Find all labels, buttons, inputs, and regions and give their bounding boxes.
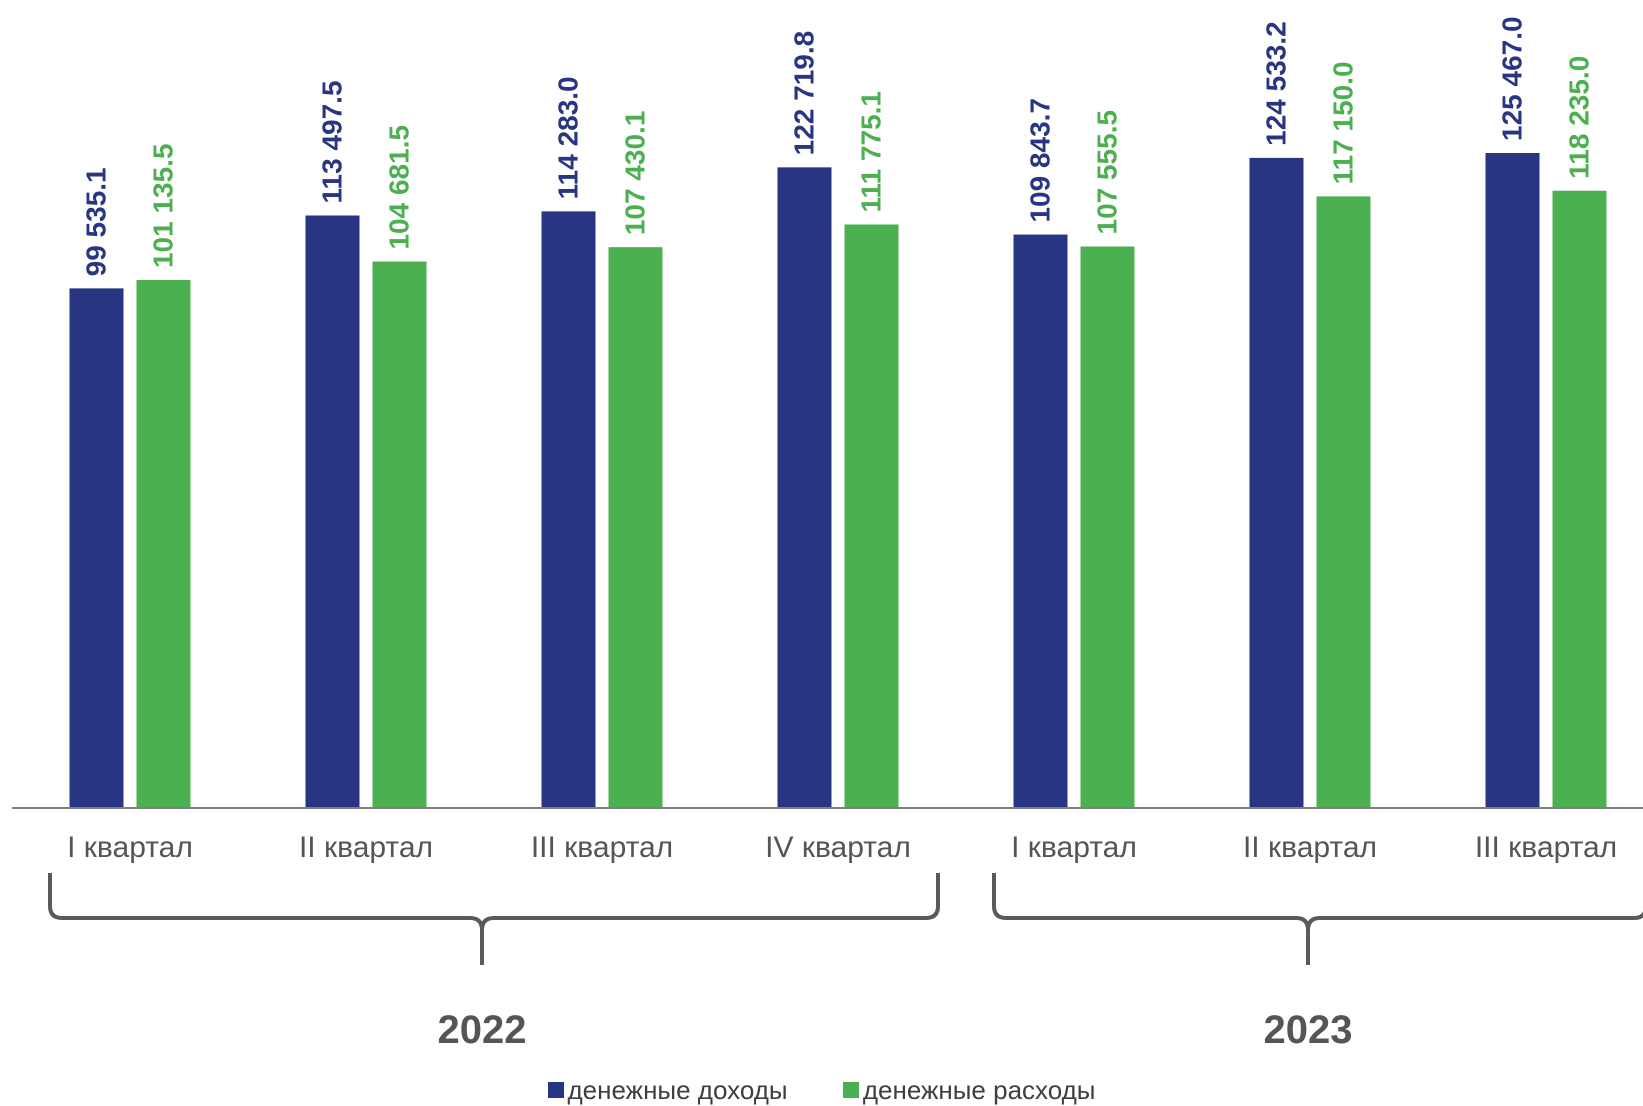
category-label-0: I квартал [67,831,193,864]
value-labels-layer: 99 535.1 101 135.5 113 497.5 104 681.5 114 2… [81,16,1595,276]
group-label-2023: 2023 [1264,1008,1353,1052]
value-label-income-1: 113 497.5 [317,80,348,203]
value-label-expenses-2: 107 430.1 [620,111,651,236]
category-label-5: II квартал [1243,831,1377,864]
category-label-2: III квартал [531,831,673,864]
value-label-expenses-6: 118 235.0 [1564,56,1595,179]
group-bracket-2023 [992,873,1643,965]
value-label-expenses-0: 101 135.5 [148,143,179,268]
value-label-income-4: 109 843.7 [1025,98,1056,223]
bar-income-3 [777,167,832,809]
legend-swatch-expenses [842,1082,859,1098]
value-label-income-0: 99 535.1 [81,167,112,276]
category-label-3: IV квартал [765,831,911,864]
group-label-2022: 2022 [438,1008,527,1052]
category-label-4: I квартал [1011,831,1137,864]
category-label-1: II квартал [299,831,433,864]
value-label-income-2: 114 283.0 [553,76,584,199]
bar-expenses-5 [1316,196,1371,808]
legend-label-expenses: денежные расходы [862,1074,1096,1105]
legend: денежные доходы денежные расходы [0,1074,1643,1106]
value-label-expenses-1: 104 681.5 [384,125,415,250]
group-bracket-2022 [48,873,940,965]
bar-income-0 [69,288,124,808]
legend-label-income: денежные доходы [567,1074,788,1105]
value-label-income-3: 122 719.8 [789,31,820,156]
bar-income-2 [541,211,596,808]
bar-income-4 [1013,234,1068,808]
bar-expenses-1 [372,261,427,808]
group-brackets-layer: 2022 2023 [48,873,1643,1052]
bar-expenses-2 [608,247,663,809]
value-label-expenses-3: 111 775.1 [856,91,887,212]
category-labels-layer: I квартал II квартал III квартал IV квартал… [67,831,1617,864]
bar-expenses-0 [136,280,191,809]
legend-item-expenses: денежные расходы [842,1074,1096,1106]
value-label-expenses-4: 107 555.5 [1092,110,1123,235]
value-label-income-6: 125 467.0 [1497,16,1528,141]
category-label-6: III квартал [1475,831,1617,864]
legend-swatch-income [547,1082,564,1098]
legend-item-income: денежные доходы [547,1074,788,1106]
value-label-expenses-5: 117 150.0 [1328,61,1359,184]
bar-expenses-3 [844,224,899,808]
bar-expenses-6 [1552,190,1607,808]
bars-layer [69,153,1607,809]
bar-income-5 [1249,157,1304,809]
value-label-income-5: 124 533.2 [1261,21,1292,146]
bar-income-1 [305,215,360,809]
bar-income-6 [1485,153,1540,808]
bar-expenses-4 [1080,246,1135,809]
